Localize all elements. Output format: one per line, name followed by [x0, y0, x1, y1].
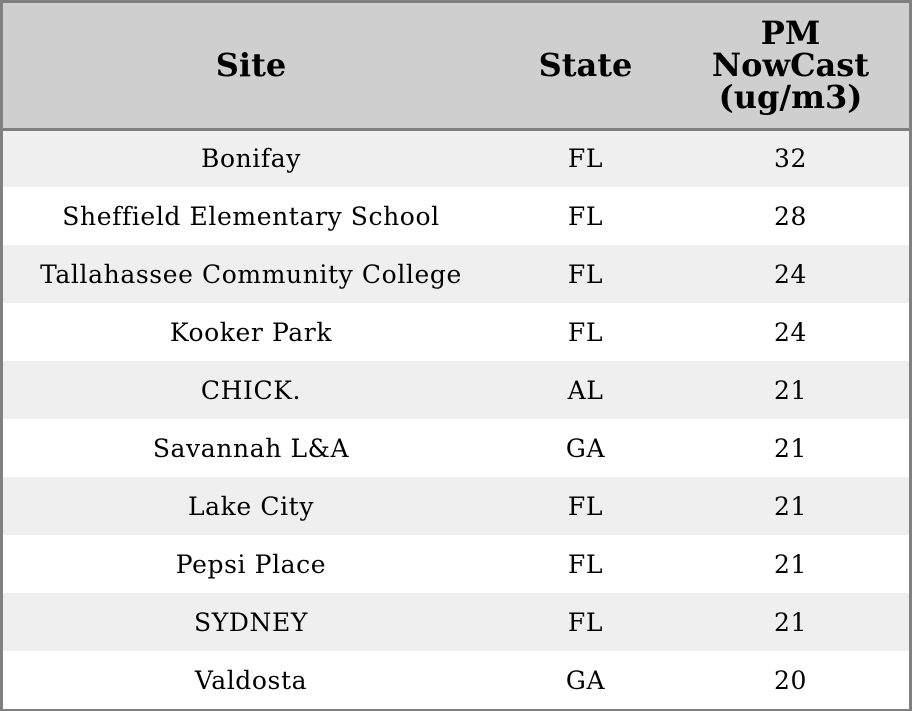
cell-pm: 21 — [773, 433, 807, 463]
cell-site: Valdosta — [194, 665, 308, 695]
table-row: Kooker Park FL 24 — [3, 303, 909, 361]
header-pm-line-2: NowCast — [711, 46, 870, 85]
cell-state: GA — [565, 433, 606, 463]
table-row: Tallahassee Community College FL 24 — [3, 245, 909, 303]
cell-state: FL — [567, 607, 604, 637]
header-pm-line-3: (ug/m3) — [718, 78, 863, 117]
cell-pm: 21 — [773, 491, 807, 521]
cell-state: FL — [567, 201, 604, 231]
cell-pm: 24 — [773, 259, 807, 289]
header-pm-line-1: PM — [760, 14, 821, 53]
table-row: Sheffield Elementary School FL 28 — [3, 187, 909, 245]
table-row: Lake City FL 21 — [3, 477, 909, 535]
cell-site: Lake City — [187, 491, 315, 521]
table-row: SYDNEY FL 21 — [3, 593, 909, 651]
table-row: Bonifay FL 32 — [3, 129, 909, 187]
table-header: Site State PM NowCast (ug/m3) — [3, 3, 909, 131]
table-row: Savannah L&A GA 21 — [3, 419, 909, 477]
cell-site: SYDNEY — [194, 607, 308, 637]
cell-state: FL — [567, 317, 604, 347]
cell-site: Pepsi Place — [175, 549, 327, 579]
cell-site: Tallahassee Community College — [40, 259, 462, 289]
header-site: Site — [3, 3, 499, 131]
table-row: CHICK. AL 21 — [3, 361, 909, 419]
table-body: Bonifay FL 32 Sheffield Elementary Schoo… — [3, 129, 909, 709]
pm-nowcast-table: Site State PM NowCast (ug/m3) Bonifay FL… — [3, 3, 909, 709]
cell-state: FL — [567, 491, 604, 521]
cell-pm: 24 — [773, 317, 807, 347]
cell-pm: 21 — [773, 375, 807, 405]
cell-state: GA — [565, 665, 606, 695]
cell-pm: 28 — [773, 201, 807, 231]
cell-pm: 21 — [773, 607, 807, 637]
table-row: Valdosta GA 20 — [3, 651, 909, 709]
header-row: Site State PM NowCast (ug/m3) — [3, 3, 909, 131]
cell-site: Savannah L&A — [152, 433, 350, 463]
cell-site: Bonifay — [200, 144, 301, 174]
cell-state: FL — [567, 549, 604, 579]
cell-site: CHICK. — [200, 375, 302, 405]
cell-site: Kooker Park — [169, 317, 333, 347]
cell-state: AL — [567, 375, 604, 405]
cell-state: FL — [567, 144, 604, 174]
cell-pm: 21 — [773, 549, 807, 579]
cell-state: FL — [567, 259, 604, 289]
header-state: State — [499, 3, 672, 131]
table-row: Pepsi Place FL 21 — [3, 535, 909, 593]
header-pm-nowcast: PM NowCast (ug/m3) — [672, 3, 909, 131]
cell-site: Sheffield Elementary School — [62, 201, 440, 231]
cell-pm: 32 — [773, 144, 807, 174]
cell-pm: 20 — [773, 665, 807, 695]
